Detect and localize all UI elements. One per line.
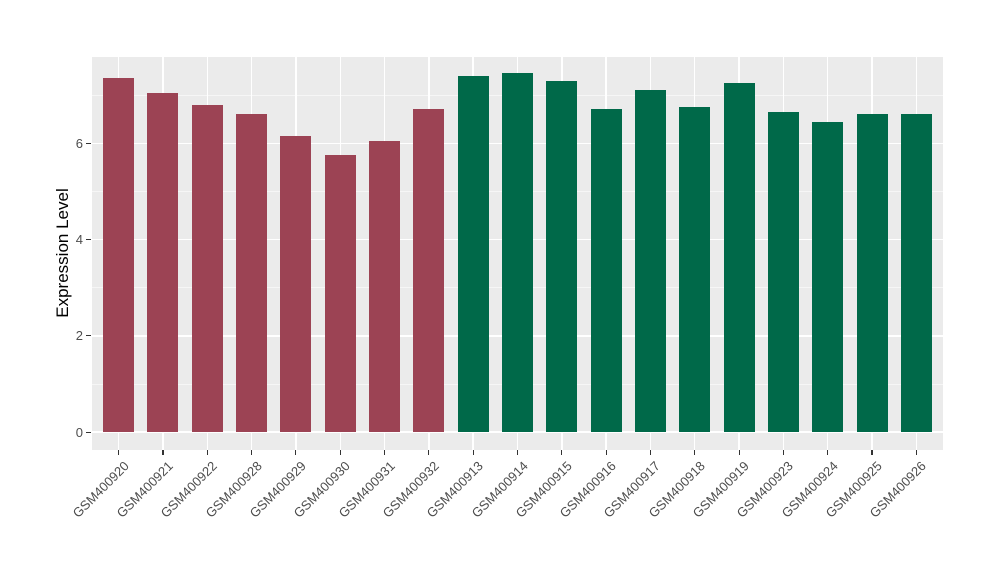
bar-GSM400916: [590, 109, 622, 433]
x-tick-label-GSM400930: GSM400930: [290, 458, 354, 521]
bar-GSM400923: [767, 111, 799, 433]
bar-GSM400931: [369, 140, 401, 433]
x-tick-mark-GSM400921: [162, 450, 164, 455]
x-tick-mark-GSM400929: [295, 450, 297, 455]
y-tick-label-6: 6: [75, 135, 83, 151]
x-tick-mark-GSM400930: [339, 450, 341, 455]
y-tick-mark-6: [86, 142, 91, 144]
y-tick-mark-4: [86, 238, 91, 241]
x-tick-mark-GSM400931: [383, 450, 386, 455]
x-tick-mark-GSM400919: [738, 450, 740, 455]
bar-GSM400926: [900, 114, 932, 433]
bar-GSM400925: [856, 114, 888, 433]
bar-GSM400930: [324, 155, 356, 433]
y-axis-title: Expression Level: [53, 188, 72, 318]
x-tick-label-GSM400921: GSM400921: [113, 458, 176, 521]
x-tick-mark-GSM400916: [605, 450, 607, 455]
x-tick-label-GSM400913: GSM400913: [423, 458, 487, 521]
x-tick-mark-GSM400925: [871, 450, 873, 455]
x-tick-mark-GSM400932: [428, 450, 430, 455]
x-tick-label-GSM400922: GSM400922: [157, 458, 221, 521]
x-tick-mark-GSM400914: [516, 450, 519, 455]
bar-GSM400921: [147, 92, 179, 433]
x-tick-mark-GSM400915: [561, 450, 563, 455]
x-tick-label-GSM400928: GSM400928: [202, 458, 265, 521]
x-tick-mark-GSM400923: [782, 450, 785, 455]
bar-GSM400918: [679, 107, 711, 433]
x-tick-label-GSM400924: GSM400924: [778, 458, 841, 521]
x-tick-mark-GSM400928: [250, 450, 253, 455]
y-tick-label-0: 0: [75, 424, 83, 440]
plot-panel: [92, 57, 943, 450]
x-tick-label-GSM400926: GSM400926: [867, 458, 930, 521]
x-tick-mark-GSM400922: [206, 450, 208, 455]
x-tick-label-GSM400931: GSM400931: [335, 458, 398, 521]
bar-GSM400928: [236, 114, 268, 433]
bar-GSM400920: [103, 78, 135, 433]
bar-GSM400915: [546, 80, 578, 433]
bar-GSM400922: [191, 104, 223, 433]
bar-GSM400929: [280, 135, 312, 433]
x-tick-label-GSM400915: GSM400915: [512, 458, 575, 521]
x-tick-label-GSM400929: GSM400929: [246, 458, 309, 521]
x-tick-label-GSM400923: GSM400923: [734, 458, 797, 521]
x-tick-label-GSM400917: GSM400917: [601, 458, 664, 521]
x-tick-label-GSM400920: GSM400920: [69, 458, 132, 521]
y-tick-mark-0: [86, 431, 91, 433]
x-tick-mark-GSM400920: [117, 450, 120, 455]
x-tick-label-GSM400918: GSM400918: [645, 458, 708, 521]
x-tick-mark-GSM400917: [649, 450, 652, 455]
bar-GSM400913: [457, 75, 489, 433]
bar-GSM400932: [413, 109, 445, 433]
bar-GSM400924: [812, 121, 844, 433]
y-tick-mark-2: [86, 335, 91, 337]
bar-GSM400914: [501, 73, 533, 433]
x-tick-mark-GSM400924: [827, 450, 829, 455]
x-tick-mark-GSM400913: [472, 450, 474, 455]
bar-GSM400917: [634, 90, 666, 433]
x-tick-label-GSM400932: GSM400932: [379, 458, 442, 521]
y-tick-label-2: 2: [75, 328, 83, 344]
y-tick-label-4: 4: [75, 232, 83, 248]
x-tick-mark-GSM400926: [915, 450, 917, 455]
x-tick-label-GSM400914: GSM400914: [468, 458, 531, 521]
bar-GSM400919: [723, 83, 755, 433]
x-tick-mark-GSM400918: [694, 450, 696, 455]
